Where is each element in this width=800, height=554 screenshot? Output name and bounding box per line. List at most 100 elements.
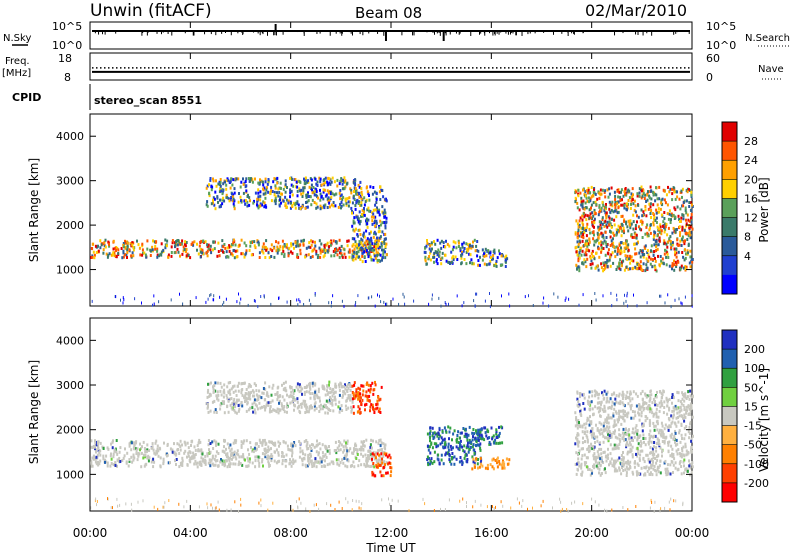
scatter-cell bbox=[384, 447, 387, 451]
scatter-cell bbox=[673, 259, 675, 263]
scatter-cell bbox=[618, 261, 621, 265]
scatter-cell bbox=[310, 404, 313, 408]
scatter-cell bbox=[622, 203, 625, 207]
scatter-cell bbox=[309, 195, 312, 199]
scatter-cell bbox=[219, 178, 222, 181]
scatter-cell bbox=[676, 390, 679, 394]
scatter-cell bbox=[266, 450, 269, 454]
scatter-cell bbox=[576, 397, 579, 401]
scatter-cell bbox=[350, 206, 353, 210]
scatter-cell bbox=[463, 444, 466, 448]
scatter-cell bbox=[261, 203, 263, 207]
scatter-cell bbox=[614, 206, 617, 210]
scatter-cell bbox=[670, 214, 673, 218]
scatter-cell bbox=[613, 407, 616, 411]
scatter-cell bbox=[383, 443, 386, 447]
scatter-cell bbox=[273, 190, 276, 194]
scatter-cell bbox=[445, 239, 447, 243]
scatter-cell bbox=[253, 244, 256, 248]
scatter-cell bbox=[389, 474, 392, 478]
scatter-cell bbox=[322, 387, 325, 390]
scatter-cell bbox=[237, 381, 240, 385]
scatter-cell bbox=[674, 197, 677, 201]
scatter-cell bbox=[299, 248, 302, 252]
scatter-cell bbox=[468, 244, 471, 247]
scatter-cell bbox=[264, 196, 267, 200]
scatter-cell bbox=[585, 461, 588, 465]
scatter-cell bbox=[213, 390, 215, 394]
scatter-cell bbox=[152, 303, 153, 307]
scatter-cell bbox=[642, 189, 645, 193]
scatter-cell bbox=[307, 195, 310, 198]
scatter-cell bbox=[605, 236, 608, 239]
scatter-cell bbox=[274, 199, 277, 202]
scatter-cell bbox=[353, 216, 356, 220]
scatter-cell bbox=[605, 436, 608, 440]
scatter-cell bbox=[360, 237, 363, 241]
scatter-cell bbox=[427, 257, 430, 261]
scatter-cell bbox=[366, 394, 369, 398]
scatter-cell bbox=[122, 301, 124, 305]
scatter-cell bbox=[253, 401, 256, 405]
scatter-cell bbox=[581, 261, 584, 265]
scatter-cell bbox=[435, 258, 438, 262]
scatter-cell bbox=[678, 431, 681, 435]
scatter-cell bbox=[311, 191, 314, 195]
scatter-cell bbox=[258, 394, 261, 398]
scatter-cell bbox=[342, 195, 345, 199]
scatter-cell bbox=[480, 458, 483, 462]
scatter-cell bbox=[424, 257, 427, 261]
scatter-cell bbox=[365, 217, 368, 221]
scatter-cell bbox=[622, 226, 625, 230]
scatter-cell bbox=[368, 209, 371, 213]
scatter-cell bbox=[364, 453, 367, 457]
scatter-cell bbox=[594, 266, 597, 270]
scatter-cell bbox=[289, 188, 292, 192]
scatter-cell bbox=[578, 440, 581, 444]
scatter-cell bbox=[345, 201, 348, 205]
scatter-cell bbox=[356, 448, 359, 452]
scatter-cell bbox=[245, 439, 248, 443]
scatter-cell bbox=[681, 195, 683, 199]
scatter-cell bbox=[635, 404, 638, 408]
scatter-cell bbox=[656, 210, 659, 214]
scatter-cell bbox=[324, 404, 327, 407]
scatter-cell bbox=[644, 193, 647, 197]
scatter-cell bbox=[357, 397, 360, 401]
scatter-cell bbox=[598, 220, 601, 224]
scatter-cell bbox=[309, 177, 312, 181]
scatter-cell bbox=[117, 251, 120, 255]
scatter-cell bbox=[150, 446, 153, 450]
scatter-cell bbox=[299, 389, 302, 393]
scatter-cell bbox=[294, 178, 297, 181]
scatter-cell bbox=[298, 298, 300, 302]
scatter-cell bbox=[604, 428, 607, 431]
scatter-cell bbox=[496, 457, 499, 461]
scatter-cell bbox=[459, 456, 462, 459]
scatter-cell bbox=[671, 192, 674, 196]
scatter-cell bbox=[685, 222, 688, 226]
scatter-cell bbox=[369, 409, 371, 413]
scatter-cell bbox=[281, 451, 284, 455]
scatter-cell bbox=[471, 244, 474, 248]
scatter-cell bbox=[634, 430, 637, 434]
scatter-cell bbox=[209, 460, 212, 464]
scatter-cell bbox=[240, 401, 243, 404]
scatter-cell bbox=[590, 442, 593, 446]
scatter-cell bbox=[256, 203, 258, 207]
scatter-cell bbox=[307, 410, 310, 414]
scatter-cell bbox=[92, 457, 95, 461]
scatter-cell bbox=[608, 187, 611, 191]
scatter-cell bbox=[576, 236, 579, 240]
scatter-cell bbox=[377, 409, 380, 413]
scatter-cell bbox=[378, 229, 381, 233]
scatter-cell bbox=[431, 426, 434, 430]
scatter-cell bbox=[600, 226, 603, 230]
scatter-cell bbox=[613, 443, 616, 447]
scatter-cell bbox=[259, 194, 262, 198]
scatter-cell bbox=[262, 187, 265, 191]
scatter-cell bbox=[589, 197, 592, 201]
scatter-cell bbox=[223, 411, 226, 415]
scatter-cell bbox=[655, 243, 658, 247]
scatter-cell bbox=[626, 396, 629, 400]
